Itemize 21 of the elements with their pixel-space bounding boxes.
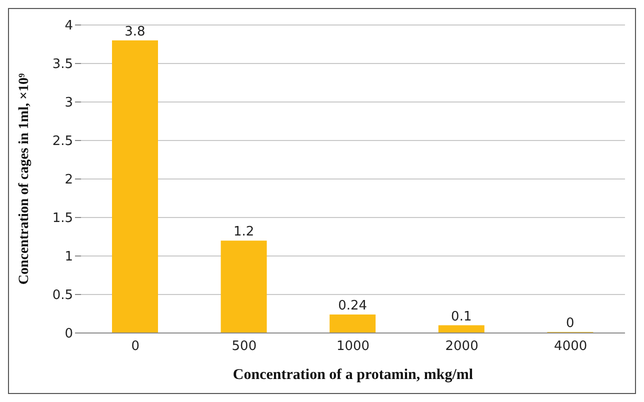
x-tick-label: 2000 — [445, 339, 478, 354]
y-tick-label: 2.5 — [52, 134, 73, 150]
data-label: 0 — [566, 316, 574, 331]
y-tick-label: 0.5 — [52, 288, 73, 304]
y-tick-label: 2 — [64, 172, 73, 188]
y-tick-label: 1.5 — [52, 211, 73, 226]
y-axis-title: Concentration of cages in 1ml, ×10⁹ — [16, 73, 32, 285]
x-tick-label: 4000 — [554, 339, 588, 354]
x-tick-label: 500 — [232, 339, 257, 354]
x-tick-label: 1000 — [336, 339, 370, 354]
y-tick-label: 3 — [64, 96, 73, 111]
y-tick-label: 1 — [64, 250, 73, 265]
data-label: 3.8 — [124, 24, 146, 40]
data-label: 1.2 — [233, 224, 254, 240]
y-tick-label: 0 — [64, 326, 73, 342]
x-tick-label: 0 — [131, 339, 140, 354]
data-label: 0.24 — [338, 298, 368, 314]
data-label: 0.1 — [451, 309, 472, 324]
x-axis-title: Concentration of a protamin, mkg/ml — [232, 367, 474, 383]
y-tick-label: 4 — [64, 18, 73, 34]
y-tick-label: 3.5 — [52, 57, 73, 72]
